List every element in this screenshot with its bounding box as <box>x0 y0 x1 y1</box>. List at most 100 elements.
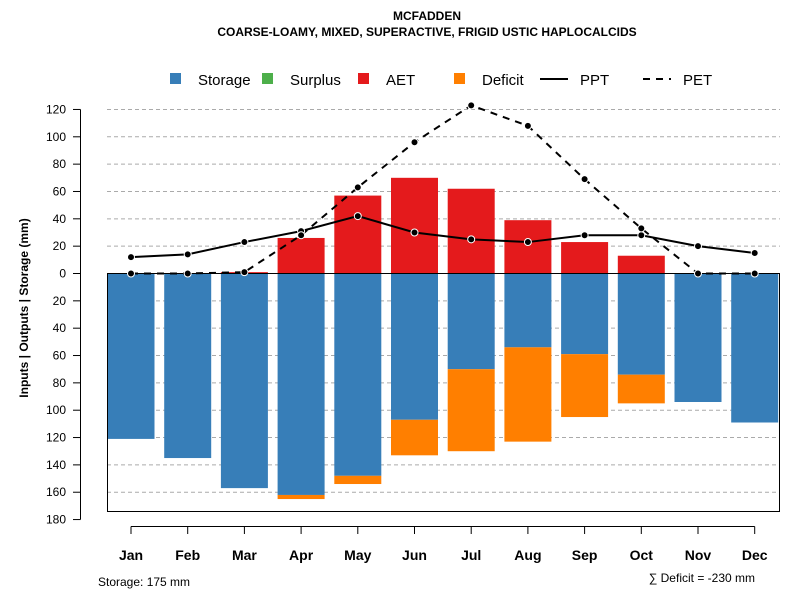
x-tick-label-nov: Nov <box>685 547 712 563</box>
point-ppt-sep <box>580 231 589 240</box>
bar-deficit-aug <box>504 347 552 442</box>
x-axis: Jan Feb Mar Apr May Jun Jul Aug Sep Oct Nov Dec <box>119 526 768 563</box>
bar-deficit-jun <box>391 419 438 456</box>
point-pet-oct <box>637 224 646 233</box>
bar-aet-aug <box>504 220 552 274</box>
bar-aet-oct <box>617 255 665 274</box>
point-ppt-jul <box>467 235 476 244</box>
point-pet-nov <box>694 269 702 278</box>
x-tick-label-oct: Oct <box>630 547 654 563</box>
y-tick-label: 80 <box>53 376 67 390</box>
bar-storage-apr <box>277 273 325 495</box>
line-pet <box>131 104 755 275</box>
point-pet-aug <box>523 121 532 130</box>
bar-aet-sep <box>561 242 609 274</box>
legend-label-pet: PET <box>683 72 712 89</box>
bar-storage-oct <box>617 273 665 375</box>
legend-label-aet: AET <box>386 72 415 89</box>
legend-label-ppt: PPT <box>580 72 609 89</box>
bar-deficit-sep <box>561 354 609 418</box>
y-tick-label: 120 <box>46 431 66 445</box>
chart-subtitle: COARSE-LOAMY, MIXED, SUPERACTIVE, FRIGID… <box>217 25 636 39</box>
y-tick-label: 0 <box>59 267 66 281</box>
y-tick-label: 40 <box>53 212 67 226</box>
x-tick-label-dec: Dec <box>742 547 768 563</box>
x-tick-label-jul: Jul <box>461 547 481 563</box>
x-tick-label-aug: Aug <box>514 547 541 563</box>
y-tick-label: 100 <box>46 403 66 417</box>
point-pet-apr <box>297 231 306 240</box>
bar-storage-dec <box>731 273 779 423</box>
legend-label-surplus: Surplus <box>290 72 341 89</box>
y-tick-label: 160 <box>46 485 66 499</box>
bar-deficit-jul <box>447 369 495 452</box>
point-ppt-feb <box>183 250 192 259</box>
bar-storage-nov <box>674 273 722 402</box>
legend: Storage Surplus AET Deficit PPT PET <box>170 72 712 89</box>
y-axis: 0 20 40 60 80 100 120 20 40 60 80 100 120 140 160 180 <box>46 102 81 527</box>
bar-storage-jan <box>107 273 155 439</box>
x-tick-label-jan: Jan <box>119 547 143 563</box>
legend-label-storage: Storage <box>198 72 251 89</box>
bar-aet-jul <box>447 188 495 274</box>
y-tick-label: 60 <box>53 184 67 198</box>
point-pet-jun <box>410 138 419 147</box>
point-ppt-nov <box>694 242 702 251</box>
bar-aet-may <box>334 195 382 274</box>
y-tick-label: 20 <box>53 294 67 308</box>
storage-frame <box>107 273 780 512</box>
deficit-note: ∑ Deficit = -230 mm <box>649 571 755 585</box>
point-pet-may <box>353 183 362 192</box>
point-ppt-oct <box>637 231 646 240</box>
y-tick-label: 60 <box>53 349 67 363</box>
y-tick-label: 80 <box>53 157 67 171</box>
bar-storage-mar <box>220 273 268 489</box>
y-tick-label: 140 <box>46 458 66 472</box>
point-ppt-mar <box>240 238 249 247</box>
x-tick-label-feb: Feb <box>175 547 200 563</box>
y-tick-label: 20 <box>53 239 67 253</box>
point-ppt-aug <box>523 238 532 247</box>
bar-deficit-oct <box>617 374 665 404</box>
bar-deficit-may <box>334 475 382 485</box>
bars <box>107 177 779 500</box>
x-tick-label-may: May <box>344 547 371 563</box>
point-ppt-jun <box>410 228 419 237</box>
bar-storage-sep <box>561 273 609 355</box>
chart-title: MCFADDEN <box>393 9 461 23</box>
gridlines <box>107 108 780 493</box>
storage-note: Storage: 175 mm <box>98 575 190 589</box>
y-axis-label: Inputs | Outputs | Storage (mm) <box>17 218 31 397</box>
x-tick-label-sep: Sep <box>572 547 598 563</box>
point-pet-jan <box>127 269 135 278</box>
legend-swatch-aet <box>358 73 369 84</box>
point-ppt-may <box>353 212 362 221</box>
legend-label-deficit: Deficit <box>482 72 525 89</box>
point-ppt-dec <box>750 248 759 257</box>
bar-storage-may <box>334 273 382 476</box>
lines <box>127 101 759 278</box>
y-tick-label: 100 <box>46 130 66 144</box>
x-tick-label-jun: Jun <box>402 547 427 563</box>
bar-storage-jul <box>447 273 495 370</box>
bar-aet-apr <box>277 237 325 274</box>
bar-deficit-apr <box>277 494 325 500</box>
bar-storage-jun <box>391 273 438 420</box>
legend-swatch-surplus <box>262 73 273 84</box>
point-pet-dec <box>750 269 759 278</box>
point-ppt-jan <box>127 253 135 262</box>
y-tick-label: 120 <box>46 102 66 116</box>
bar-storage-aug <box>504 273 552 348</box>
x-tick-label-mar: Mar <box>232 547 257 563</box>
line-ppt <box>130 215 755 259</box>
point-pet-feb <box>183 269 192 278</box>
y-tick-label: 40 <box>53 321 67 335</box>
y-tick-label: 180 <box>46 513 66 527</box>
legend-swatch-deficit <box>454 73 465 84</box>
x-tick-label-apr: Apr <box>289 547 314 563</box>
point-pet-mar <box>240 268 249 277</box>
legend-swatch-storage <box>170 73 181 84</box>
bar-storage-feb <box>164 273 212 459</box>
point-pet-jul <box>467 101 476 110</box>
